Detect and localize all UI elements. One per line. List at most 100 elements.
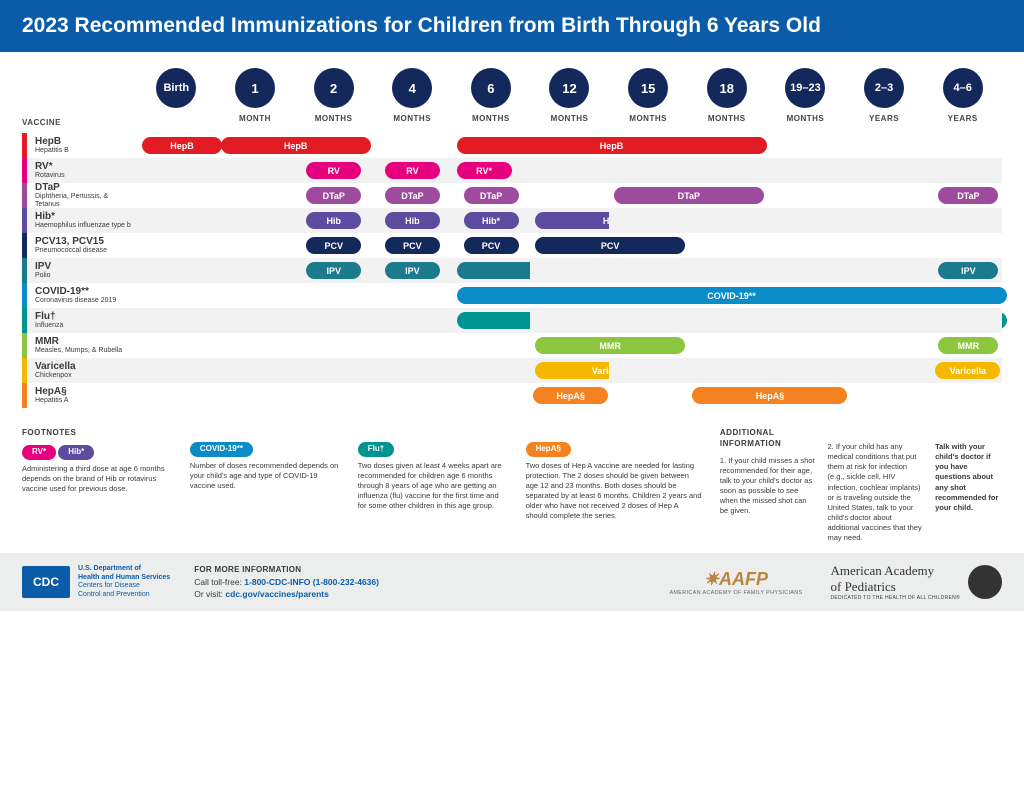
schedule-cell [294,133,373,158]
schedule-cell [294,283,373,308]
schedule-cell [137,183,216,208]
schedule-cell [530,183,609,208]
schedule-cell [216,383,295,408]
age-header: 19–23MONTHS [766,64,845,133]
age-header: 18MONTHS [687,64,766,133]
schedule-cell [845,308,924,333]
schedule-cell [766,183,845,208]
schedule-cell [923,383,1002,408]
schedule-cell: DTaP [609,183,688,208]
schedule-cell: Hib [530,208,609,233]
schedule-cell [766,383,845,408]
vaccine-row-label: RV*Rotavirus [22,158,137,183]
schedule-cell [845,333,924,358]
schedule-cell: Hib* [452,208,531,233]
schedule-cell [923,308,1002,333]
schedule-cell [845,383,924,408]
schedule-cell [687,158,766,183]
dose-pill: PCV [306,237,361,254]
schedule-cell: PCV [373,233,452,258]
schedule-cell: Varicella [530,358,609,383]
schedule-cell [923,208,1002,233]
schedule-cell [766,283,845,308]
schedule-cell [294,358,373,383]
schedule-cell [766,258,845,283]
schedule-cell [530,283,609,308]
schedule-cell: Hib [373,208,452,233]
schedule-cell: HepB [216,133,295,158]
schedule-cell: HepB [137,133,216,158]
schedule-cell [609,333,688,358]
schedule-cell [609,158,688,183]
schedule-grid: VACCINEBirth1MONTH2MONTHS4MONTHS6MONTHS1… [0,52,1024,416]
schedule-cell [137,258,216,283]
dose-pill: DTaP [306,187,361,204]
schedule-cell: DTaP [294,183,373,208]
dose-pill: HepB [142,137,222,154]
schedule-cell [216,183,295,208]
addl-heading: ADDITIONAL INFORMATION [720,428,816,450]
schedule-cell [687,183,766,208]
schedule-cell: MMR [923,333,1002,358]
schedule-cell: HepB [452,133,531,158]
age-header: 15MONTHS [609,64,688,133]
schedule-cell [216,208,295,233]
schedule-cell: Flu (One or Two Doses Yearly)† [452,308,531,333]
age-header: 6MONTHS [452,64,531,133]
schedule-cell: HepA§ [687,383,766,408]
schedule-cell [137,283,216,308]
age-header: 4MONTHS [373,64,452,133]
schedule-cell [530,308,609,333]
schedule-cell [137,358,216,383]
schedule-cell: IPV [452,258,531,283]
chip-flu: Flu† [358,442,394,457]
schedule-cell [845,283,924,308]
schedule-cell [609,383,688,408]
schedule-cell [294,308,373,333]
schedule-cell: IPV [373,258,452,283]
vaccine-row-label: VaricellaChickenpox [22,358,137,383]
schedule-cell: Varicella [923,358,1002,383]
schedule-cell [845,358,924,383]
vaccine-row-label: HepBHepatitis B [22,133,137,158]
age-header: 4–6YEARS [923,64,1002,133]
schedule-cell [687,133,766,158]
schedule-cell [452,383,531,408]
phone-link[interactable]: 1-800-CDC-INFO (1-800-232-4636) [244,577,379,587]
schedule-cell [609,133,688,158]
footnote-rv-hib: Administering a third dose at age 6 mont… [22,464,172,494]
aap-logo: American Academy of Pediatrics DEDICATED… [830,563,1002,601]
vaccine-row-label: IPVPolio [22,258,137,283]
schedule-cell: PCV [452,233,531,258]
schedule-cell: HepA§ [530,383,609,408]
schedule-cell [373,308,452,333]
schedule-cell [137,233,216,258]
schedule-cell [766,233,845,258]
footnote-hepa: Two doses of Hep A vaccine are needed fo… [526,461,702,522]
schedule-cell [294,333,373,358]
schedule-cell: PCV [294,233,373,258]
schedule-cell: PCV [530,233,609,258]
schedule-cell [373,333,452,358]
addl-note-1: 1. If your child misses a shot recommend… [720,456,816,517]
schedule-cell: COVID-19** [452,283,531,308]
schedule-cell [609,358,688,383]
schedule-cell [766,158,845,183]
schedule-cell [530,133,609,158]
schedule-cell [766,333,845,358]
addl-note-2: 2. If your child has any medical conditi… [827,442,923,543]
schedule-cell [216,308,295,333]
vaccine-row-label: Flu†Influenza [22,308,137,333]
dose-pill: RV* [457,162,512,179]
schedule-cell [452,358,531,383]
footnote-flu: Two doses given at least 4 weeks apart a… [358,461,508,512]
vaccine-row-label: HepA§Hepatitis A [22,383,137,408]
schedule-cell [609,258,688,283]
footnote-covid: Number of doses recommended depends on y… [190,461,340,491]
schedule-cell: RV* [452,158,531,183]
url-link[interactable]: cdc.gov/vaccines/parents [225,589,328,599]
schedule-cell [923,283,1002,308]
footnotes-heading: FOOTNOTES [22,428,172,439]
dose-pill: DTaP [385,187,440,204]
schedule-cell [216,333,295,358]
